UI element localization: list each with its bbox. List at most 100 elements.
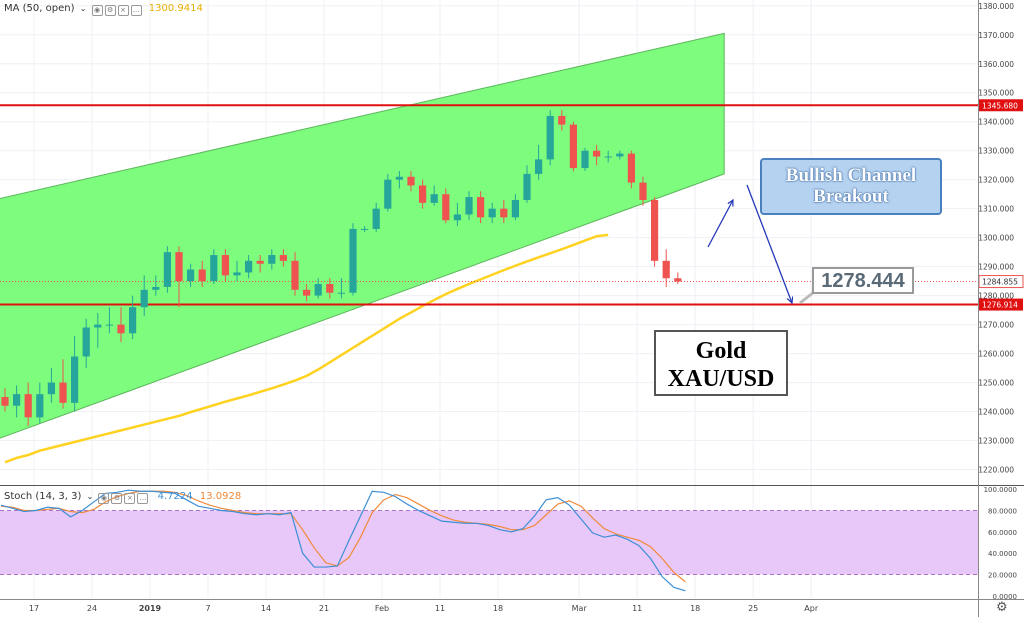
channel-area bbox=[0, 32, 725, 439]
price-tick-label: 1250.000 bbox=[978, 379, 1014, 388]
candles bbox=[1, 110, 682, 427]
ma-line bbox=[4, 233, 609, 464]
candle-down bbox=[221, 255, 229, 276]
candle-up bbox=[13, 394, 21, 406]
price-tick-label: 1260.000 bbox=[978, 350, 1014, 359]
candle-up bbox=[105, 324, 113, 326]
price-tick-label: 1280.000 bbox=[978, 292, 1014, 301]
target-down-arrow bbox=[746, 184, 792, 303]
candle-up bbox=[82, 327, 90, 357]
candle-up bbox=[395, 176, 403, 180]
candle-up bbox=[523, 173, 531, 200]
candle-up bbox=[430, 194, 438, 203]
breakout-up-arrow bbox=[707, 200, 733, 248]
candle-up bbox=[511, 199, 519, 218]
candle-down bbox=[326, 284, 334, 293]
candle-up bbox=[616, 153, 624, 157]
price-tick-label: 1240.000 bbox=[978, 408, 1014, 417]
candle-up bbox=[384, 179, 392, 209]
price-tick-label: 1370.000 bbox=[978, 31, 1014, 40]
candle-up bbox=[140, 289, 148, 308]
price-tick-label: 1320.000 bbox=[978, 176, 1014, 185]
time-tick-label: 21 bbox=[319, 604, 329, 613]
price-tick-label: 1220.000 bbox=[978, 466, 1014, 475]
candle-down bbox=[569, 124, 577, 169]
candle-up bbox=[47, 382, 55, 395]
stoch-tick-label: 80.0000 bbox=[988, 507, 1017, 515]
candle-up bbox=[152, 286, 160, 290]
ma-line-group bbox=[4, 233, 609, 464]
level-price-tag bbox=[979, 99, 1023, 112]
candle-up bbox=[233, 272, 241, 276]
eye-icon[interactable]: ◉ bbox=[98, 493, 110, 504]
chevron-down-icon[interactable]: ⌄ bbox=[79, 4, 87, 13]
gold-title-box: Gold XAU/USD bbox=[654, 330, 788, 396]
level-price-label: 1276.914 bbox=[982, 301, 1018, 310]
candle-down bbox=[662, 260, 670, 279]
candle-down bbox=[279, 255, 287, 261]
breakout-callout-line1: Bullish Channel bbox=[785, 165, 917, 186]
candle-up bbox=[187, 269, 195, 282]
candle-down bbox=[419, 185, 427, 203]
price-tick-label: 1230.000 bbox=[978, 437, 1014, 446]
gear-icon[interactable]: ⚙ bbox=[996, 600, 1008, 615]
candle-down bbox=[1, 397, 9, 406]
time-tick-label: 7 bbox=[205, 604, 210, 613]
time-tick-label: 25 bbox=[748, 604, 758, 613]
chevron-down-icon[interactable]: ⌄ bbox=[86, 492, 94, 501]
candle-down bbox=[303, 289, 311, 296]
candle-up bbox=[546, 115, 554, 160]
price-tick-label: 1310.000 bbox=[978, 205, 1014, 214]
time-tick-label: 14 bbox=[261, 604, 271, 613]
candle-up bbox=[604, 156, 612, 158]
candle-up bbox=[314, 284, 322, 296]
close-icon[interactable]: × bbox=[117, 5, 129, 16]
candle-up bbox=[245, 260, 253, 273]
more-icon[interactable]: … bbox=[137, 493, 149, 504]
last-price-label: 1284.855 bbox=[982, 278, 1018, 287]
level-price-tag bbox=[979, 298, 1023, 311]
time-tick-label: 17 bbox=[29, 604, 39, 613]
price-tick-label: 1380.000 bbox=[978, 2, 1014, 11]
price-tick-label: 1290.000 bbox=[978, 263, 1014, 272]
price-tick-label: 1330.000 bbox=[978, 147, 1014, 156]
candle-up bbox=[581, 150, 589, 169]
horizontal-levels bbox=[0, 104, 978, 306]
close-icon[interactable]: × bbox=[124, 493, 136, 504]
price-tick-label: 1340.000 bbox=[978, 118, 1014, 127]
time-tick-label: 11 bbox=[632, 604, 642, 613]
candle-up bbox=[268, 255, 276, 264]
level-price-label: 1345.680 bbox=[982, 101, 1018, 110]
price-label-pointer bbox=[799, 290, 815, 305]
settings-icon[interactable]: ⚙ bbox=[104, 5, 116, 16]
candle-up bbox=[71, 356, 79, 403]
time-tick-label: Feb bbox=[375, 604, 389, 613]
settings-icon[interactable]: ⚙ bbox=[111, 493, 123, 504]
stoch-tick-label: 20.0000 bbox=[988, 572, 1017, 580]
candle-up bbox=[372, 208, 380, 229]
stoch-legend[interactable]: Stoch (14, 3, 3) ⌄ ◉ ⚙ ×… 4.7224 13.0928 bbox=[4, 491, 241, 504]
candle-up bbox=[488, 208, 496, 218]
price-tick-label: 1300.000 bbox=[978, 234, 1014, 243]
breakout-callout-line2: Breakout bbox=[813, 186, 889, 207]
candle-up bbox=[129, 307, 137, 334]
stoch-tick-label: 100.0000 bbox=[984, 486, 1017, 494]
candle-down bbox=[407, 176, 415, 186]
stoch-d-value: 13.0928 bbox=[199, 491, 242, 502]
candle-down bbox=[117, 324, 125, 334]
candle-down bbox=[651, 199, 659, 261]
candle-down bbox=[593, 150, 601, 157]
more-icon[interactable]: … bbox=[130, 5, 142, 16]
time-tick-label: Apr bbox=[804, 604, 819, 613]
ma-legend[interactable]: MA (50, open) ⌄ ◉ ⚙ ×… 1300.9414 bbox=[4, 3, 203, 16]
candle-up bbox=[36, 394, 44, 418]
stochastic-pane bbox=[0, 485, 1024, 592]
candle-down bbox=[627, 153, 635, 183]
ma-legend-value: 1300.9414 bbox=[148, 3, 203, 14]
candle-up bbox=[94, 324, 102, 328]
eye-icon[interactable]: ◉ bbox=[91, 5, 103, 16]
candle-up bbox=[337, 292, 345, 294]
stoch-band bbox=[0, 510, 978, 575]
